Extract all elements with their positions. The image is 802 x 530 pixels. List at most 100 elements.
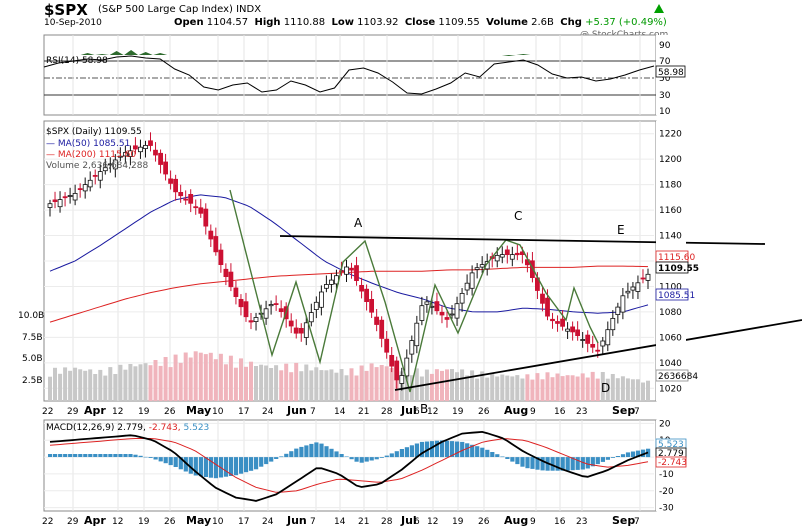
macd-hist-bar (118, 454, 123, 457)
macd-legend-v1: 2.779, (117, 423, 146, 433)
rsi-value-label: 58.98 (658, 68, 684, 78)
volume-bar (269, 368, 274, 401)
macd-hist-bar (605, 457, 610, 460)
volume-bar (495, 376, 500, 401)
rsi-tick: 70 (659, 57, 671, 67)
candle-body (203, 208, 209, 227)
macd-hist-bar (394, 451, 399, 458)
volume-bar (254, 366, 258, 401)
macd-hist-bar (314, 442, 319, 458)
candles (47, 132, 651, 391)
volume-bar (615, 378, 620, 401)
candle-body (303, 322, 309, 338)
date-tick: 12 (427, 517, 438, 527)
candle-body (238, 298, 244, 308)
price-tick: 1060 (659, 333, 682, 343)
volume-bar (118, 364, 123, 401)
candle-body (585, 334, 591, 344)
macd-hist-bar (324, 446, 329, 458)
up-arrow-icon (654, 4, 664, 13)
date-tick: Jun (286, 514, 307, 527)
volume-bar (259, 364, 264, 401)
macd-hist-bar (641, 449, 646, 457)
candle-body (97, 171, 103, 181)
volume-tick: 7.5B (22, 333, 43, 343)
date-tick: Sep (612, 404, 635, 417)
candle-body (499, 254, 505, 258)
volume-bar (228, 355, 233, 401)
candle-body (439, 311, 445, 316)
volume-bar (188, 357, 193, 401)
macd-hist-bar (254, 457, 259, 470)
date-tick: 24 (262, 517, 274, 527)
volume-bar (409, 375, 414, 401)
volume-bar (620, 376, 625, 401)
date-tick: 26 (164, 517, 176, 527)
ticker-symbol: $SPX (44, 1, 88, 19)
volume-bar (314, 367, 319, 401)
rsi-panel: 90 70 50 30 10 58.98 (43, 34, 686, 117)
volume-bar (490, 372, 495, 401)
candle-body (509, 254, 515, 260)
volume-bar (324, 370, 329, 401)
rsi-value-tag (655, 65, 686, 78)
volume-bar (605, 378, 610, 401)
volume-bar (334, 372, 339, 401)
macd-hist-bar (399, 449, 404, 457)
volume-bar (208, 352, 213, 401)
volume-bar (319, 370, 324, 401)
volume-bar (580, 373, 585, 401)
macd-hist-bar (565, 457, 570, 471)
macd-tick: -30 (659, 504, 674, 514)
candle-body (359, 284, 365, 292)
macd-hist-bar (520, 457, 525, 467)
close-tag (655, 261, 689, 274)
volume-bar (148, 365, 153, 401)
candle-body (424, 301, 430, 305)
volume-bar (78, 369, 83, 401)
volume-bar (625, 378, 630, 401)
macd-hist-bar (223, 457, 229, 477)
ma200-legend: — MA(200) 1115.60 (46, 150, 137, 160)
macd-hist-bar (505, 457, 510, 459)
macd-tick: 20 (659, 419, 671, 429)
candle-body (132, 145, 138, 150)
macd-hist-bar (535, 457, 540, 470)
macd-hist-bar (384, 455, 389, 458)
ohlc-readout: Open 1104.57 High 1110.88 Low 1103.92 Cl… (174, 17, 667, 28)
macd-hist-bar (193, 457, 198, 476)
macd-hist-bar (570, 457, 575, 471)
macd-hist-bar (173, 457, 178, 467)
candle-body (605, 329, 611, 346)
candle-body (349, 267, 354, 271)
volume-bar (143, 363, 148, 401)
volume-bar (178, 362, 183, 401)
macd-hist-bar (58, 454, 63, 457)
macd-hist-bar (389, 453, 394, 458)
candle-body (243, 301, 249, 318)
macd-signal-label: -2.743 (658, 458, 687, 468)
volume-bar (113, 374, 118, 401)
macd-hist-bar (429, 441, 435, 458)
macd-hist-bar (510, 457, 515, 462)
candle-body (293, 327, 299, 334)
candle-body (444, 317, 450, 320)
volume-bar (349, 368, 354, 401)
ma200-line (49, 265, 649, 323)
candle-body (550, 318, 555, 322)
date-tick: 19 (138, 517, 150, 527)
macd-hist-bar (359, 457, 364, 463)
candle-body (298, 327, 304, 334)
macd-hist-bar (615, 456, 620, 457)
volume-bar (284, 363, 289, 401)
macd-hist-bar (334, 451, 339, 458)
macd-hist-bar (550, 457, 555, 471)
macd-hist-bar (83, 454, 88, 457)
volume-bar (445, 369, 449, 401)
candle-body (308, 312, 314, 323)
macd-hist-bar (590, 457, 595, 467)
date-tick: 9 (530, 407, 536, 417)
candle-body (288, 320, 294, 327)
macd-hist-bar (445, 440, 450, 458)
date-tick: May (186, 404, 211, 417)
